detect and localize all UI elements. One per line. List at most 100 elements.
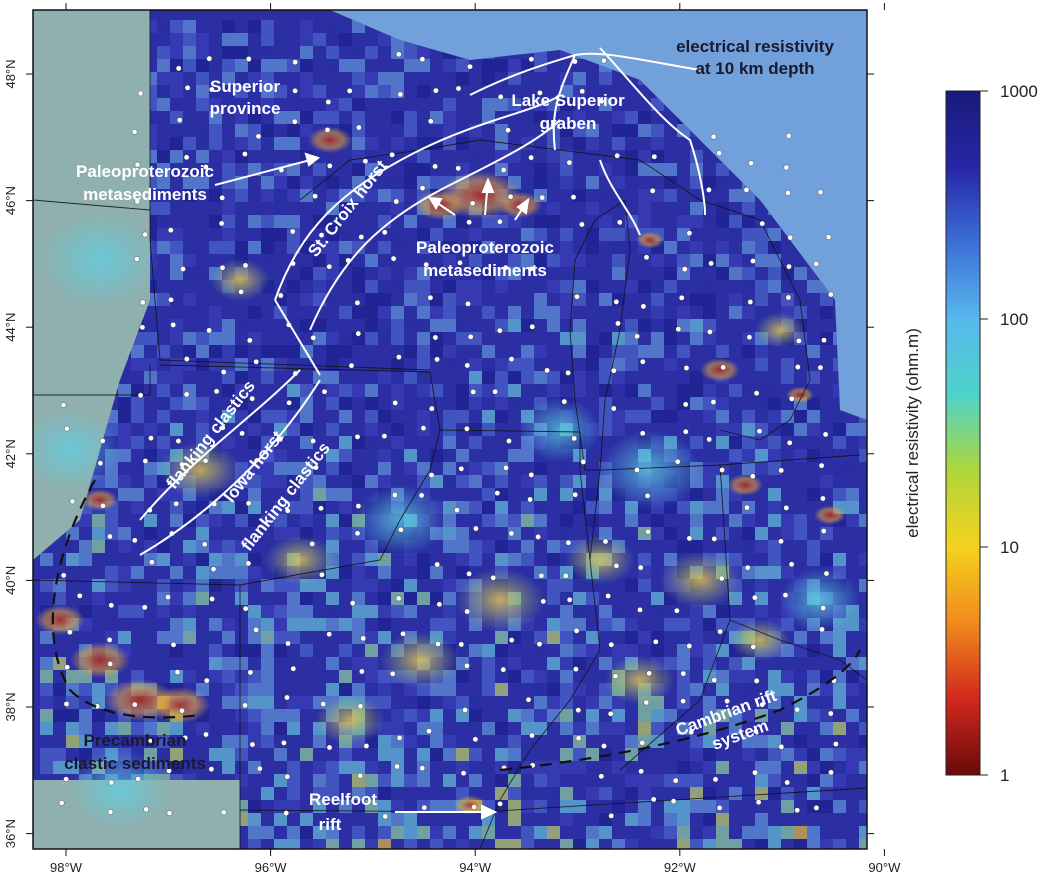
resistivity-cell: [222, 150, 235, 163]
resistivity-cell: [313, 176, 326, 189]
resistivity-cell: [781, 683, 794, 696]
resistivity-cell: [430, 319, 443, 332]
resistivity-cell: [833, 774, 846, 787]
resistivity-cell: [248, 189, 261, 202]
label-superior-province-1: Superior: [210, 77, 280, 96]
resistivity-cell: [300, 111, 313, 124]
resistivity-cell: [339, 202, 352, 215]
mt-station: [492, 388, 498, 395]
resistivity-cell: [755, 579, 768, 592]
resistivity-cell: [690, 254, 703, 267]
resistivity-cell: [287, 839, 300, 849]
resistivity-cell: [638, 202, 651, 215]
mt-station: [382, 813, 389, 820]
resistivity-cell: [53, 748, 66, 761]
resistivity-cell: [846, 501, 859, 514]
resistivity-cell: [755, 839, 768, 849]
resistivity-cell: [391, 722, 404, 735]
resistivity-cell: [235, 72, 248, 85]
resistivity-cell: [118, 566, 131, 579]
resistivity-cell: [547, 384, 560, 397]
resistivity-cell: [118, 631, 131, 644]
resistivity-cell: [170, 631, 183, 644]
resistivity-cell: [456, 566, 469, 579]
resistivity-cell: [599, 228, 612, 241]
resistivity-cell: [105, 566, 118, 579]
resistivity-cell: [521, 254, 534, 267]
mt-station: [148, 435, 154, 441]
resistivity-cell: [417, 826, 430, 839]
resistivity-cell: [391, 306, 404, 319]
resistivity-cell: [274, 319, 287, 332]
resistivity-cell: [560, 696, 573, 709]
resistivity-cell: [79, 540, 92, 553]
mt-station: [60, 572, 67, 579]
resistivity-cell: [560, 228, 573, 241]
resistivity-cell: [339, 618, 352, 631]
mt-station: [175, 65, 182, 72]
resistivity-cell: [313, 787, 326, 800]
resistivity-cell: [417, 384, 430, 397]
resistivity-cell: [313, 33, 326, 46]
resistivity-cell: [846, 657, 859, 670]
resistivity-cell: [573, 319, 586, 332]
resistivity-cell: [690, 215, 703, 228]
resistivity-cell: [365, 397, 378, 410]
resistivity-cell: [196, 267, 209, 280]
resistivity-cell: [469, 774, 482, 787]
resistivity-cell: [690, 748, 703, 761]
mt-station: [717, 628, 723, 635]
resistivity-cell: [807, 709, 820, 722]
resistivity-cell: [365, 254, 378, 267]
resistivity-cell: [235, 358, 248, 371]
resistivity-cell: [638, 306, 651, 319]
mt-station: [174, 669, 181, 675]
resistivity-cell: [261, 670, 274, 683]
resistivity-cell: [326, 449, 339, 462]
resistivity-cell: [443, 826, 456, 839]
y-tick-label: 40°N: [3, 566, 18, 595]
resistivity-cell: [625, 280, 638, 293]
resistivity-cell: [859, 423, 867, 436]
resistivity-cell: [248, 241, 261, 254]
moderate-resistivity-blob: [265, 535, 335, 585]
resistivity-cell: [313, 826, 326, 839]
resistivity-cell: [469, 462, 482, 475]
resistivity-cell: [183, 267, 196, 280]
resistivity-cell: [235, 46, 248, 59]
mt-station: [362, 158, 369, 164]
resistivity-cell: [495, 683, 508, 696]
mt-station: [326, 744, 333, 751]
resistivity-cell: [339, 410, 352, 423]
resistivity-cell: [326, 839, 339, 849]
resistivity-cell: [729, 514, 742, 527]
resistivity-cell: [781, 423, 794, 436]
resistivity-cell: [833, 748, 846, 761]
resistivity-cell: [170, 501, 183, 514]
resistivity-cell: [261, 735, 274, 748]
resistivity-cell: [560, 98, 573, 111]
mt-station: [208, 766, 215, 772]
mt-station: [209, 596, 215, 602]
resistivity-cell: [365, 189, 378, 202]
resistivity-cell: [833, 462, 846, 475]
resistivity-cell: [157, 436, 170, 449]
mt-station: [165, 594, 171, 600]
mt-station: [528, 265, 535, 272]
resistivity-cell: [79, 514, 92, 527]
resistivity-cell: [768, 254, 781, 267]
resistivity-cell: [40, 631, 53, 644]
mt-station: [141, 604, 148, 611]
resistivity-cell: [170, 254, 183, 267]
resistivity-cell: [573, 800, 586, 813]
arrow-west-metasediments-head: [304, 152, 321, 167]
resistivity-cell: [586, 709, 599, 722]
mt-station: [787, 234, 794, 241]
resistivity-cell: [469, 358, 482, 371]
resistivity-cell: [768, 488, 781, 501]
resistivity-cell: [170, 137, 183, 150]
resistivity-cell: [391, 774, 404, 787]
resistivity-cell: [261, 20, 274, 33]
mt-station: [292, 88, 298, 94]
resistivity-cell: [820, 306, 833, 319]
